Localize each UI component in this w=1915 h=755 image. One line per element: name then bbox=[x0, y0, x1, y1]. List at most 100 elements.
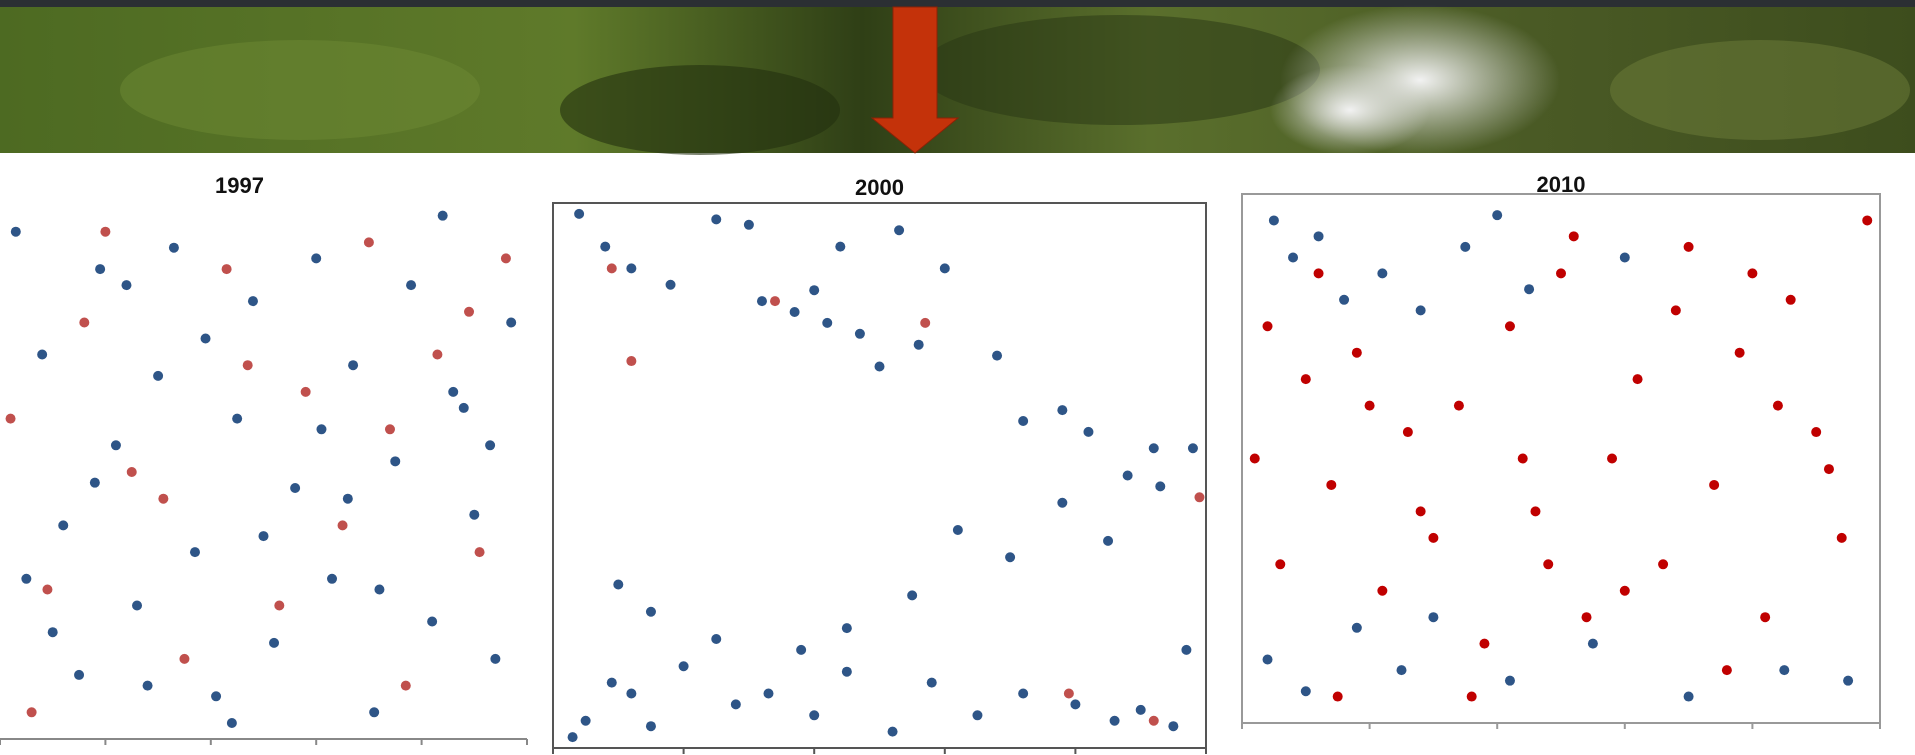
point bbox=[790, 307, 800, 317]
point bbox=[438, 211, 448, 221]
point bbox=[190, 547, 200, 557]
point bbox=[1658, 559, 1668, 569]
point bbox=[809, 285, 819, 295]
point bbox=[1556, 268, 1566, 278]
point bbox=[338, 520, 348, 530]
point bbox=[11, 227, 21, 237]
point bbox=[626, 356, 636, 366]
point bbox=[600, 242, 610, 252]
point bbox=[1339, 295, 1349, 305]
point bbox=[1188, 443, 1198, 453]
point bbox=[95, 264, 105, 274]
chart-title: 1997 bbox=[215, 173, 264, 198]
point bbox=[842, 667, 852, 677]
point bbox=[1314, 268, 1324, 278]
point bbox=[464, 307, 474, 317]
point bbox=[1479, 639, 1489, 649]
point bbox=[390, 456, 400, 466]
point bbox=[914, 340, 924, 350]
point bbox=[37, 350, 47, 360]
point bbox=[143, 681, 153, 691]
point bbox=[1057, 498, 1067, 508]
point bbox=[58, 520, 68, 530]
point bbox=[1168, 721, 1178, 731]
point bbox=[1543, 559, 1553, 569]
point bbox=[132, 601, 142, 611]
point bbox=[731, 699, 741, 709]
point bbox=[153, 371, 163, 381]
point bbox=[1428, 533, 1438, 543]
point bbox=[1269, 215, 1279, 225]
point bbox=[243, 360, 253, 370]
point bbox=[1824, 464, 1834, 474]
point bbox=[1333, 692, 1343, 702]
point bbox=[158, 494, 168, 504]
point bbox=[327, 574, 337, 584]
point bbox=[179, 654, 189, 664]
point bbox=[757, 296, 767, 306]
point bbox=[1862, 215, 1872, 225]
point bbox=[121, 280, 131, 290]
point bbox=[1779, 665, 1789, 675]
point bbox=[1620, 586, 1630, 596]
point bbox=[940, 263, 950, 273]
point bbox=[74, 670, 84, 680]
point bbox=[1582, 612, 1592, 622]
point bbox=[1492, 210, 1502, 220]
point bbox=[1314, 231, 1324, 241]
point bbox=[1505, 676, 1515, 686]
point bbox=[269, 638, 279, 648]
point bbox=[1735, 348, 1745, 358]
point bbox=[796, 645, 806, 655]
point bbox=[855, 329, 865, 339]
point bbox=[27, 707, 37, 717]
point bbox=[48, 627, 58, 637]
point bbox=[1070, 699, 1080, 709]
point bbox=[227, 718, 237, 728]
point bbox=[1530, 506, 1540, 516]
point bbox=[907, 590, 917, 600]
point bbox=[972, 710, 982, 720]
point bbox=[1671, 305, 1681, 315]
point bbox=[501, 253, 511, 263]
point bbox=[1057, 405, 1067, 415]
point bbox=[401, 681, 411, 691]
point bbox=[127, 467, 137, 477]
point bbox=[607, 263, 617, 273]
point bbox=[646, 721, 656, 731]
point bbox=[626, 263, 636, 273]
point bbox=[1005, 552, 1015, 562]
point bbox=[1633, 374, 1643, 384]
point bbox=[1352, 623, 1362, 633]
point bbox=[222, 264, 232, 274]
point bbox=[1083, 427, 1093, 437]
point bbox=[1377, 268, 1387, 278]
point bbox=[469, 510, 479, 520]
point bbox=[274, 601, 284, 611]
point bbox=[953, 525, 963, 535]
point bbox=[211, 691, 221, 701]
point bbox=[1403, 427, 1413, 437]
point bbox=[232, 414, 242, 424]
point bbox=[920, 318, 930, 328]
point bbox=[343, 494, 353, 504]
point bbox=[506, 317, 516, 327]
point bbox=[1460, 242, 1470, 252]
point bbox=[1588, 639, 1598, 649]
point bbox=[1181, 645, 1191, 655]
point bbox=[1288, 252, 1298, 262]
point bbox=[485, 440, 495, 450]
point bbox=[875, 362, 885, 372]
point bbox=[1620, 252, 1630, 262]
point bbox=[1454, 401, 1464, 411]
point bbox=[1155, 481, 1165, 491]
plot-frame bbox=[553, 203, 1206, 748]
point bbox=[406, 280, 416, 290]
point bbox=[459, 403, 469, 413]
point bbox=[809, 710, 819, 720]
point bbox=[581, 716, 591, 726]
point bbox=[1773, 401, 1783, 411]
point bbox=[1301, 686, 1311, 696]
point bbox=[111, 440, 121, 450]
point bbox=[448, 387, 458, 397]
